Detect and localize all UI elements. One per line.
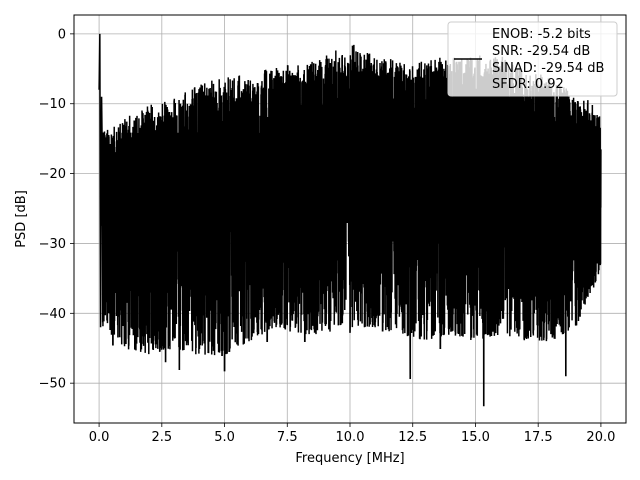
legend-entry-sinad: SINAD: -29.54 dB — [492, 61, 604, 76]
x-tick-label: 2.5 — [151, 430, 172, 445]
x-tick-label: 20.0 — [586, 430, 615, 445]
x-tick-label: 15.0 — [461, 430, 490, 445]
x-ticks: 0.0 2.5 5.0 7.5 10.0 12.5 15.0 17.5 20.0 — [89, 423, 615, 445]
psd-series-line — [98, 33, 602, 407]
y-tick-label: −30 — [39, 237, 66, 252]
y-tick-label: 0 — [58, 27, 66, 42]
x-axis-label: Frequency [MHz] — [295, 451, 404, 466]
y-tick-label: −20 — [39, 167, 66, 182]
y-ticks: 0 −10 −20 −30 −40 −50 — [39, 27, 74, 392]
x-tick-label: 5.0 — [214, 430, 235, 445]
y-tick-label: −50 — [39, 377, 66, 392]
legend-entry-snr: SNR: -29.54 dB — [492, 44, 590, 59]
y-axis-label: PSD [dB] — [14, 190, 29, 248]
legend-entry-enob: ENOB: -5.2 bits — [492, 27, 591, 42]
x-tick-label: 0.0 — [89, 430, 110, 445]
legend-box — [447, 21, 618, 97]
y-tick-label: −10 — [39, 97, 66, 112]
y-tick-label: −40 — [39, 307, 66, 322]
x-tick-label: 10.0 — [336, 430, 365, 445]
x-tick-label: 7.5 — [277, 430, 298, 445]
x-tick-label: 12.5 — [398, 430, 427, 445]
x-tick-label: 17.5 — [524, 430, 553, 445]
series-layer — [98, 33, 602, 407]
legend-entry-sfdr: SFDR: 0.92 — [492, 77, 564, 92]
legend: ENOB: -5.2 bits SNR: -29.54 dB SINAD: -2… — [447, 21, 618, 97]
